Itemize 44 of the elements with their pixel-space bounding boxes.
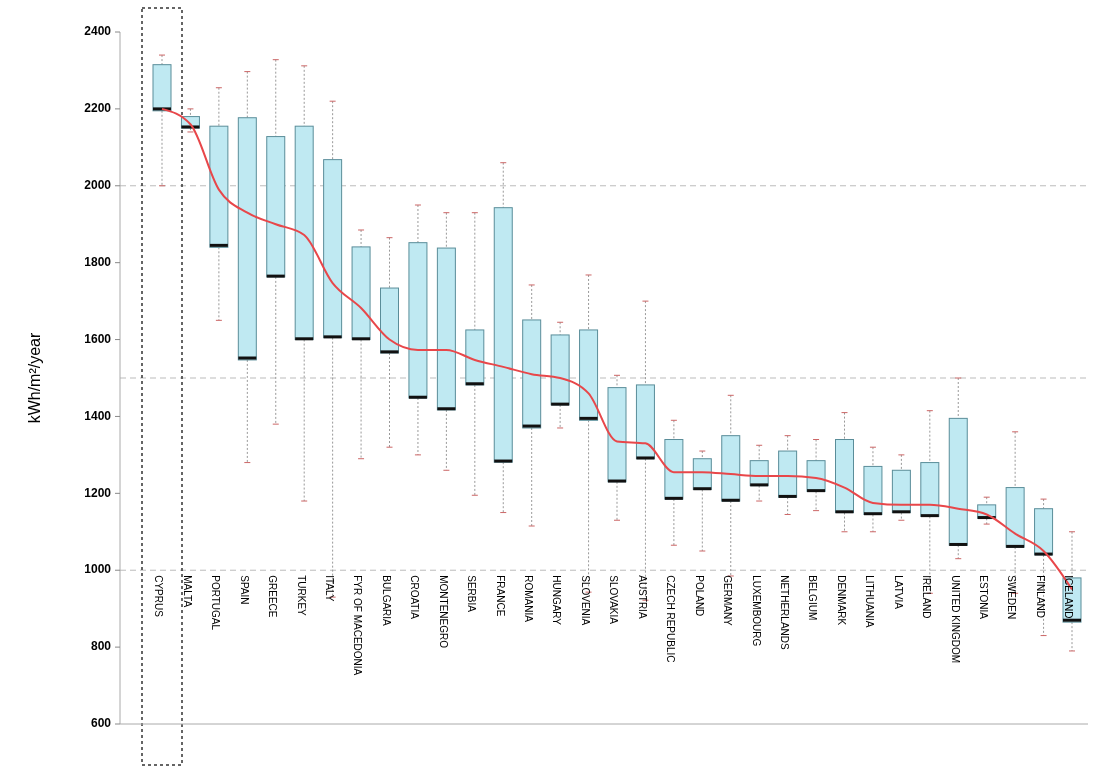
x-tick-label: SERBIA <box>466 575 478 613</box>
y-tick-label: 600 <box>90 716 112 731</box>
x-tick-label: LUXEMBOURG <box>750 575 762 647</box>
x-tick-label: GERMANY <box>722 575 734 627</box>
x-tick-label: SPAIN <box>238 575 250 605</box>
y-tick-label: 2200 <box>84 101 112 116</box>
y-tick-label: 1000 <box>84 562 112 577</box>
x-tick-label: LATVIA <box>892 575 904 610</box>
y-tick-label: 1200 <box>84 485 112 500</box>
x-tick-label: CROATIA <box>409 575 421 620</box>
x-tick-label: NETHERLANDS <box>778 575 790 651</box>
x-tick-label: MALTA <box>181 575 193 608</box>
x-tick-label: LITHUANIA <box>864 575 876 628</box>
x-tick-label: ESTONIA <box>978 575 990 620</box>
x-tick-label: POLAND <box>693 575 705 617</box>
x-tick-label: SLOVENIA <box>579 575 591 626</box>
x-tick-label: PORTUGAL <box>210 575 222 631</box>
x-tick-label: MONTENEGRO <box>437 575 449 649</box>
y-tick-label: 1600 <box>84 331 112 346</box>
x-tick-label: SLOVAKIA <box>608 575 620 625</box>
x-tick-label: IRELAND <box>921 575 933 619</box>
x-tick-label: AUSTRIA <box>636 575 648 619</box>
y-tick-label: 800 <box>90 639 112 654</box>
y-tick-label: 2000 <box>84 177 112 192</box>
x-tick-label: HUNGARY <box>551 575 563 626</box>
x-tick-label: FYR OF MACEDONIA <box>352 575 364 676</box>
x-tick-label: BELGIUM <box>807 575 819 621</box>
x-tick-label: FRANCE <box>494 575 506 617</box>
x-tick-label: BULGARIA <box>380 575 392 627</box>
y-tick-label: 2400 <box>84 24 112 39</box>
x-tick-label: FINLAND <box>1034 575 1046 619</box>
y-axis-title: kWh/m²/year <box>26 331 43 424</box>
x-tick-label: TURKEY <box>295 575 307 617</box>
x-tick-label: ICELAND <box>1063 575 1075 619</box>
y-tick-label: 1800 <box>84 254 112 269</box>
x-tick-label: ROMANIA <box>523 575 535 623</box>
x-tick-label: CYPRUS <box>153 575 165 618</box>
x-tick-label: ITALY <box>323 575 335 602</box>
y-tick-label: 1400 <box>84 408 112 423</box>
x-tick-label: DENMARK <box>835 575 847 626</box>
x-tick-label: GREECE <box>267 575 279 618</box>
x-tick-label: SWEDEN <box>1006 575 1018 620</box>
x-tick-label: CZECH REPUBLIC <box>665 575 677 663</box>
x-tick-label: UNITED KINGDOM <box>949 575 961 663</box>
